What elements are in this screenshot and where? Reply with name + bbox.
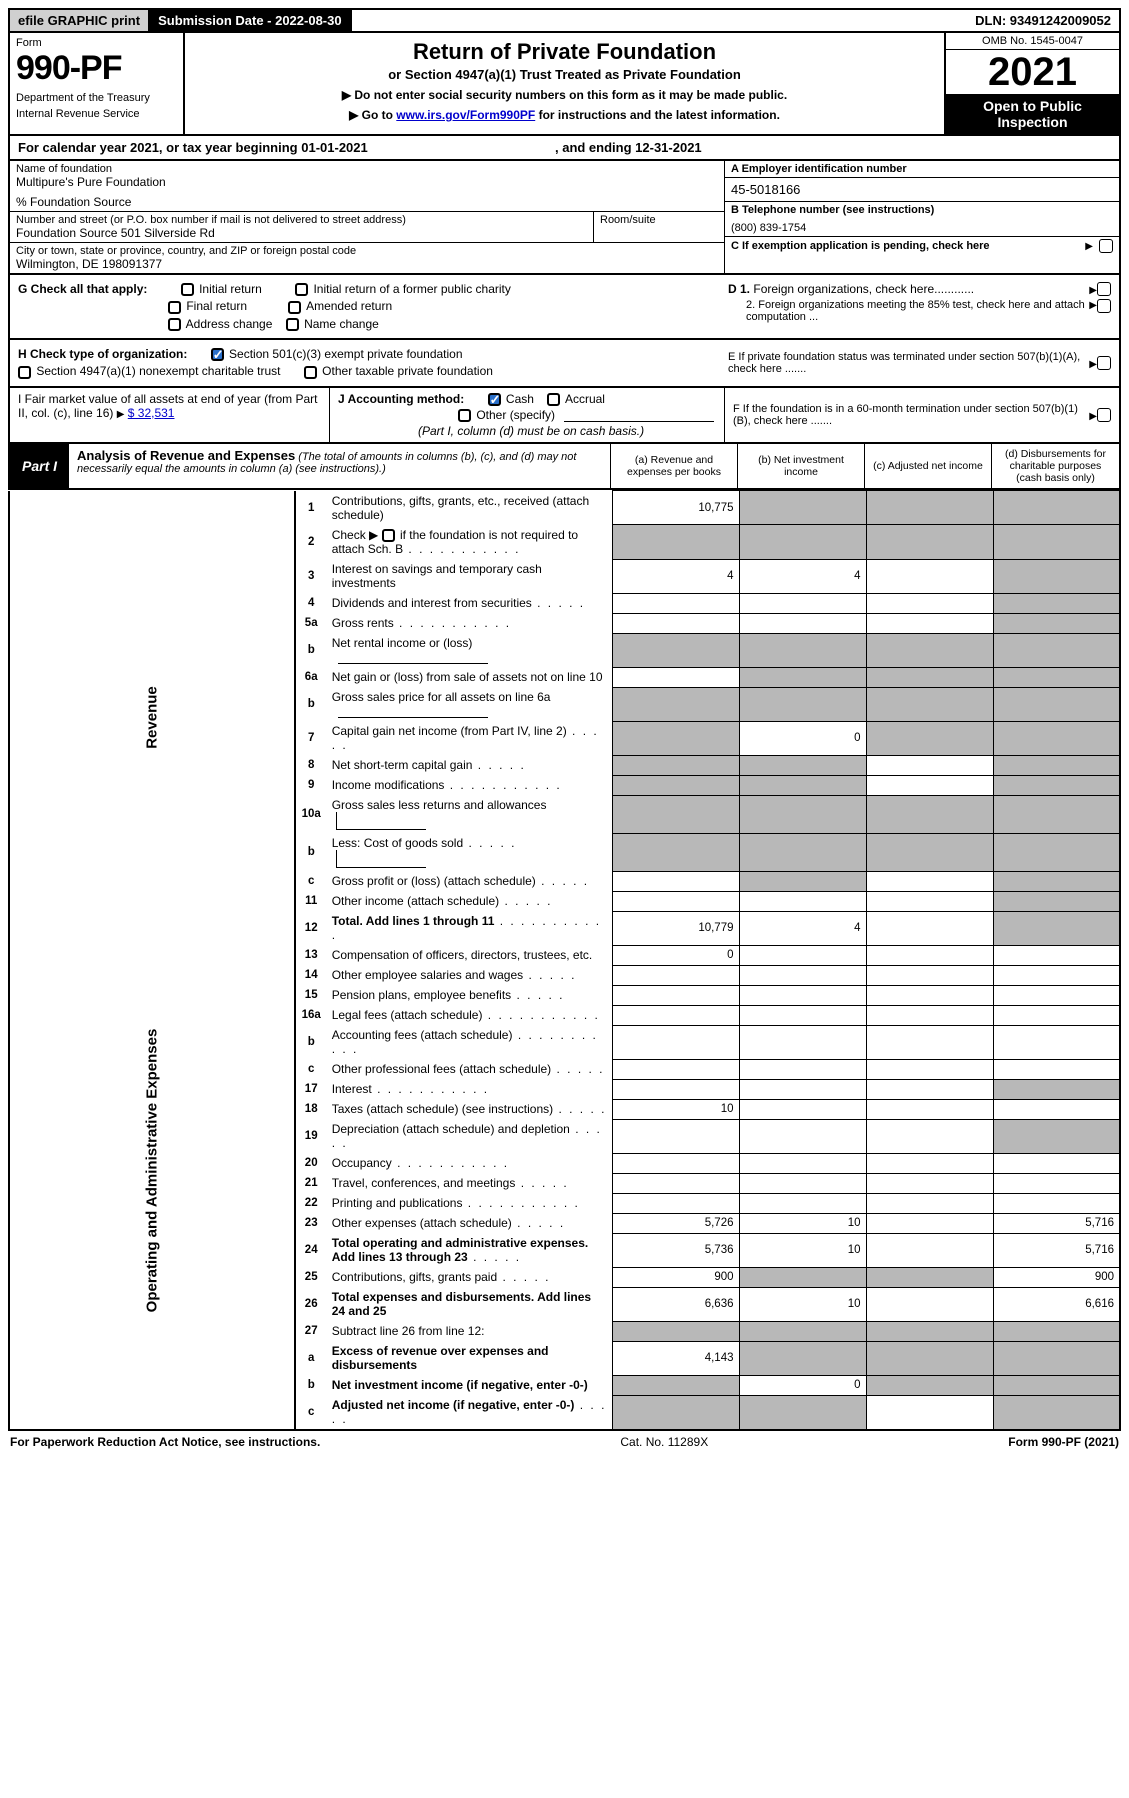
address-label: Number and street (or P.O. box number if… (16, 214, 587, 226)
status-terminated-label: E If private foundation status was termi… (728, 351, 1089, 375)
check-section-g: G Check all that apply: Initial return I… (8, 275, 1121, 340)
check-section-h: H Check type of organization: Section 50… (8, 340, 1121, 388)
g-label: G Check all that apply: (18, 282, 147, 296)
ein-value: 45-5018166 (725, 178, 1119, 202)
city-label: City or town, state or province, country… (16, 245, 718, 257)
arrow-icon (1089, 282, 1097, 296)
other-taxable-checkbox[interactable] (304, 366, 317, 379)
submission-date: Submission Date - 2022-08-30 (150, 10, 352, 31)
exemption-checkbox[interactable] (1099, 239, 1113, 253)
calendar-year-row: For calendar year 2021, or tax year begi… (8, 136, 1121, 161)
foreign-org-checkbox[interactable] (1097, 282, 1111, 296)
amended-return-checkbox[interactable] (288, 301, 301, 314)
col-d-header: (d) Disbursements for charitable purpose… (992, 444, 1119, 488)
form990pf-link[interactable]: www.irs.gov/Form990PF (396, 108, 535, 122)
irs: Internal Revenue Service (16, 108, 177, 120)
city-state-zip: Wilmington, DE 198091377 (16, 257, 718, 271)
entity-info: Name of foundation Multipure's Pure Foun… (8, 161, 1121, 275)
tax-year: 2021 (946, 50, 1119, 94)
form-label: Form (16, 37, 177, 49)
form-header: Form 990-PF Department of the Treasury I… (8, 33, 1121, 136)
part1-label: Part I (10, 444, 69, 488)
part1-table: Revenue 1Contributions, gifts, grants, e… (8, 490, 1121, 1431)
phone-value: (800) 839-1754 (731, 222, 1113, 234)
omb-number: OMB No. 1545-0047 (946, 33, 1119, 50)
other-method-checkbox[interactable] (458, 409, 471, 422)
sch-b-checkbox[interactable] (382, 529, 395, 542)
foreign-org-label: Foreign organizations, check here.......… (753, 282, 974, 296)
exemption-pending-label: C If exemption application is pending, c… (731, 240, 1079, 252)
h-label: H Check type of organization: (18, 347, 187, 361)
col-c-header: (c) Adjusted net income (865, 444, 992, 488)
name-label: Name of foundation (16, 163, 718, 175)
accounting-label: J Accounting method: (338, 392, 464, 406)
accrual-checkbox[interactable] (547, 393, 560, 406)
form-title: Return of Private Foundation (195, 39, 934, 65)
part1-title: Analysis of Revenue and Expenses (77, 448, 295, 463)
cash-basis-note: (Part I, column (d) must be on cash basi… (418, 424, 716, 438)
arrow-icon (1089, 408, 1097, 422)
care-of: % Foundation Source (16, 195, 718, 209)
open-to-public: Open to Public Inspection (946, 94, 1119, 134)
room-suite-label: Room/suite (594, 212, 724, 242)
top-bar: efile GRAPHIC print Submission Date - 20… (8, 8, 1121, 33)
60-month-checkbox[interactable] (1097, 408, 1111, 422)
goto-instructions: ▶ Go to www.irs.gov/Form990PF for instru… (195, 108, 934, 122)
form-subtitle: or Section 4947(a)(1) Trust Treated as P… (195, 67, 934, 82)
col-b-header: (b) Net investment income (738, 444, 865, 488)
arrow-icon (1085, 240, 1093, 252)
arrow-icon (117, 406, 125, 420)
arrow-icon (1089, 356, 1097, 370)
revenue-side-label: Revenue (143, 576, 160, 860)
paperwork-notice: For Paperwork Reduction Act Notice, see … (10, 1435, 320, 1449)
status-terminated-checkbox[interactable] (1097, 356, 1111, 370)
expenses-side-label: Operating and Administrative Expenses (143, 1028, 160, 1312)
phone-label: B Telephone number (see instructions) (731, 204, 934, 216)
name-change-checkbox[interactable] (286, 318, 299, 331)
foundation-name: Multipure's Pure Foundation (16, 175, 718, 189)
cat-no: Cat. No. 11289X (620, 1435, 708, 1449)
ssn-warning: ▶ Do not enter social security numbers o… (195, 88, 934, 102)
arrow-icon (1089, 299, 1097, 311)
street-address: Foundation Source 501 Silverside Rd (16, 226, 587, 240)
fmv-accounting-row: I Fair market value of all assets at end… (8, 388, 1121, 445)
foreign-85-checkbox[interactable] (1097, 299, 1111, 313)
part1-header: Part I Analysis of Revenue and Expenses … (8, 444, 1121, 490)
form-ref: Form 990-PF (2021) (1008, 1435, 1119, 1449)
address-change-checkbox[interactable] (168, 318, 181, 331)
initial-return-checkbox[interactable] (181, 283, 194, 296)
fmv-value: $ 32,531 (128, 406, 175, 420)
initial-former-checkbox[interactable] (295, 283, 308, 296)
dln: DLN: 93491242009052 (967, 10, 1119, 31)
foreign-85-label: 2. Foreign organizations meeting the 85%… (746, 299, 1089, 323)
cash-checkbox[interactable] (488, 393, 501, 406)
efile-print-button[interactable]: efile GRAPHIC print (10, 10, 150, 31)
501c3-checkbox[interactable] (211, 348, 224, 361)
form-number: 990-PF (16, 49, 177, 88)
60-month-label: F If the foundation is in a 60-month ter… (733, 403, 1089, 427)
col-a-header: (a) Revenue and expenses per books (611, 444, 738, 488)
final-return-checkbox[interactable] (168, 301, 181, 314)
ein-label: A Employer identification number (731, 163, 907, 175)
page-footer: For Paperwork Reduction Act Notice, see … (8, 1431, 1121, 1453)
dept-treasury: Department of the Treasury (16, 92, 177, 104)
4947-checkbox[interactable] (18, 366, 31, 379)
